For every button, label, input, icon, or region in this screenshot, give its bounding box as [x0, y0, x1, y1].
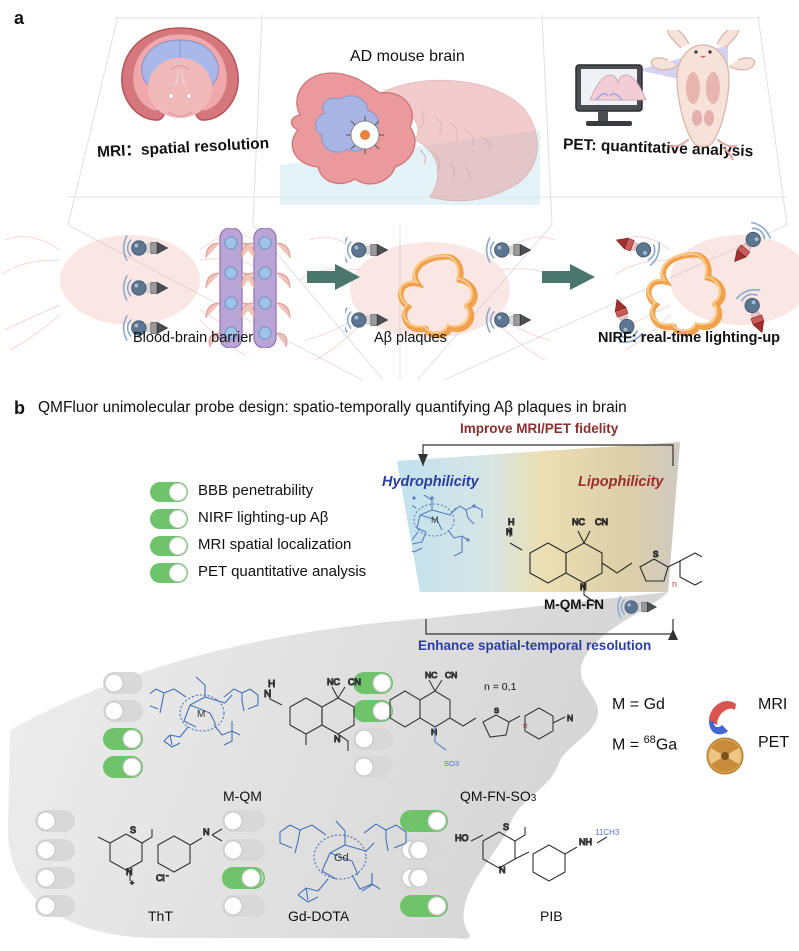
- svg-text:N: N: [506, 527, 513, 537]
- svg-text:NH: NH: [579, 837, 592, 847]
- svg-text:HO: HO: [455, 833, 469, 843]
- svg-text:S: S: [130, 825, 136, 835]
- svg-text:CN: CN: [348, 677, 361, 687]
- svg-text:S: S: [503, 823, 509, 832]
- svg-text:N: N: [499, 865, 506, 875]
- svg-text:N: N: [203, 827, 210, 837]
- svg-text:N: N: [567, 713, 573, 723]
- svg-text:S: S: [494, 706, 499, 715]
- svg-text:CN: CN: [445, 670, 457, 680]
- svg-text:M: M: [431, 515, 439, 525]
- svg-text:-: -: [166, 871, 169, 880]
- svg-text:NC: NC: [327, 677, 340, 687]
- svg-text:Cl: Cl: [156, 873, 165, 883]
- svg-text:NC: NC: [572, 517, 585, 527]
- svg-text:N: N: [126, 867, 133, 877]
- svg-text:n: n: [672, 579, 677, 589]
- svg-text:Gd: Gd: [334, 852, 349, 864]
- svg-text:+: +: [130, 880, 134, 887]
- svg-text:H: H: [508, 517, 515, 527]
- svg-text:11CH3: 11CH3: [595, 828, 620, 837]
- svg-text:SO3: SO3: [444, 759, 459, 768]
- svg-text:N: N: [431, 727, 437, 737]
- svg-text:n = 0,1: n = 0,1: [484, 681, 517, 693]
- svg-text:NC: NC: [425, 670, 437, 680]
- svg-text:S: S: [653, 550, 658, 559]
- svg-text:N: N: [580, 582, 587, 592]
- svg-text:M: M: [197, 709, 205, 720]
- svg-text:CN: CN: [595, 517, 608, 527]
